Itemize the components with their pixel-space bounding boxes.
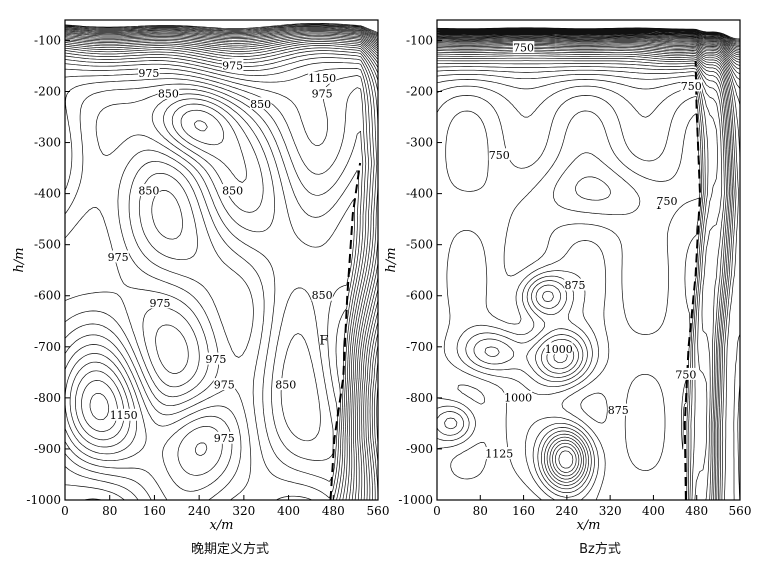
x-tick-label: 80 (102, 504, 117, 518)
contour-value-label: 1150 (110, 409, 138, 422)
contour-value-label: 1000 (545, 343, 573, 356)
contour-value-label: 975 (214, 379, 235, 392)
y-tick-label: -500 (34, 238, 61, 252)
y-tick-label: -600 (34, 289, 61, 303)
contour-value-label: 750 (656, 195, 677, 208)
contour-value-label: 975 (205, 353, 226, 366)
x-tick-label: 240 (555, 504, 578, 518)
contour-value-label: 750 (489, 149, 510, 162)
contour-value-label: 875 (564, 279, 585, 292)
contour-value-label: 1000 (504, 391, 532, 404)
y-tick-label: -100 (406, 33, 433, 47)
x-tick-label: 480 (685, 504, 708, 518)
y-tick-label: -800 (34, 391, 61, 405)
contour-value-label: 850 (158, 88, 179, 101)
y-tick-label: -1000 (398, 493, 433, 507)
x-axis-label: x/m (209, 518, 233, 533)
x-tick-label: 320 (599, 504, 622, 518)
contour-value-label: 850 (312, 289, 333, 302)
contour-value-label: 750 (513, 42, 534, 55)
y-tick-label: -900 (406, 442, 433, 456)
contour-lines (437, 27, 740, 500)
x-tick-label: 160 (143, 504, 166, 518)
x-tick-label: 80 (473, 504, 488, 518)
x-tick-label: 240 (188, 504, 211, 518)
left-contour-panel: F 975 975 1150 850 850 975 850 850 975 975 850 975 97… (12, 19, 390, 533)
contour-value-label: 850 (275, 379, 296, 392)
x-tick-label: 400 (642, 504, 665, 518)
contour-lines (65, 22, 378, 500)
y-tick-label: -200 (406, 84, 433, 98)
y-tick-label: -700 (406, 340, 433, 354)
contour-value-label: 975 (222, 59, 243, 72)
x-tick-label: 560 (367, 504, 390, 518)
y-tick-label: -900 (34, 442, 61, 456)
y-axis-label: h/m (12, 247, 27, 272)
y-tick-label: -200 (34, 84, 61, 98)
y-axis-label: h/m (384, 247, 399, 272)
contour-value-label: 975 (108, 251, 129, 264)
contour-value-label: 975 (312, 88, 333, 101)
y-tick-label: -100 (34, 33, 61, 47)
x-axis-label: x/m (576, 518, 600, 533)
y-tick-label: -500 (406, 238, 433, 252)
plot-frame (436, 19, 741, 501)
contour-value-label: 850 (138, 185, 159, 198)
y-tick-label: -800 (406, 391, 433, 405)
contour-value-label: 850 (250, 98, 271, 111)
fault-line (329, 162, 362, 500)
right-panel-caption: Bz方式 (579, 542, 621, 557)
y-tick-label: -700 (34, 340, 61, 354)
x-tick-label: 560 (729, 504, 752, 518)
fault-line (683, 60, 702, 500)
plot-frame (64, 19, 379, 501)
left-panel-caption: 晚期定义方式 (190, 542, 269, 557)
contour-value-label: 975 (150, 297, 171, 310)
y-tick-label: -300 (34, 136, 61, 150)
contour-value-label: 1150 (308, 72, 336, 85)
y-tick-label: -600 (406, 289, 433, 303)
contour-value-label: 975 (214, 432, 235, 445)
fault-label: F (319, 333, 328, 348)
right-contour-panel: F750750750750875100075010008751125080160… (384, 19, 752, 533)
x-tick-label: 160 (512, 504, 535, 518)
contour-value-label: 750 (675, 368, 696, 381)
y-tick-label: -400 (34, 187, 61, 201)
x-tick-label: 400 (277, 504, 300, 518)
contour-value-label: 875 (608, 404, 629, 417)
contour-value-label: 850 (222, 185, 243, 198)
contour-value-label: 750 (681, 80, 702, 93)
contour-value-label: 1125 (485, 448, 513, 461)
contour-value-label: 975 (138, 67, 159, 80)
x-tick-label: 0 (433, 504, 441, 518)
y-tick-label: -1000 (26, 493, 61, 507)
x-tick-label: 0 (61, 504, 69, 518)
y-tick-label: -300 (406, 136, 433, 150)
x-tick-label: 480 (322, 504, 345, 518)
y-tick-label: -400 (406, 187, 433, 201)
x-tick-label: 320 (232, 504, 255, 518)
